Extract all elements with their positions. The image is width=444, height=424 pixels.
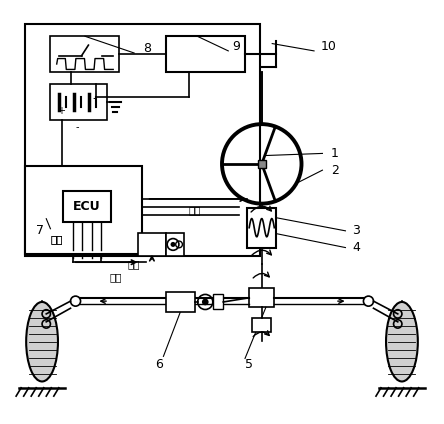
Text: +: + <box>57 106 65 116</box>
Bar <box>166 233 184 256</box>
Text: 3: 3 <box>352 224 360 237</box>
Bar <box>25 24 260 256</box>
Text: 1: 1 <box>331 147 339 160</box>
Text: 7: 7 <box>36 224 44 237</box>
Text: 转矩: 转矩 <box>189 205 201 215</box>
Text: 车速: 车速 <box>51 234 63 244</box>
Bar <box>63 191 111 223</box>
Bar <box>51 36 119 72</box>
Bar <box>213 294 223 310</box>
Circle shape <box>170 242 175 247</box>
Ellipse shape <box>26 302 58 382</box>
Bar <box>247 208 277 248</box>
Bar <box>139 233 166 256</box>
Text: 车速: 车速 <box>51 234 63 244</box>
Text: 10: 10 <box>321 40 337 53</box>
Bar <box>258 160 266 167</box>
Text: 电流: 电流 <box>109 272 122 282</box>
Text: 5: 5 <box>245 358 253 371</box>
Text: 9: 9 <box>233 40 241 53</box>
Text: 6: 6 <box>155 358 163 371</box>
Bar <box>252 318 271 332</box>
Bar <box>249 288 274 307</box>
Bar <box>166 292 195 312</box>
Text: 4: 4 <box>352 241 360 254</box>
Circle shape <box>202 298 209 305</box>
Bar <box>166 36 245 72</box>
Text: ECU: ECU <box>73 200 101 213</box>
Bar <box>25 166 143 254</box>
Text: -: - <box>92 92 97 105</box>
Text: 转角: 转角 <box>128 259 140 269</box>
Ellipse shape <box>386 302 418 382</box>
Bar <box>51 84 107 120</box>
Text: 2: 2 <box>331 164 339 177</box>
Text: -: - <box>76 123 79 132</box>
Text: 8: 8 <box>143 42 151 55</box>
